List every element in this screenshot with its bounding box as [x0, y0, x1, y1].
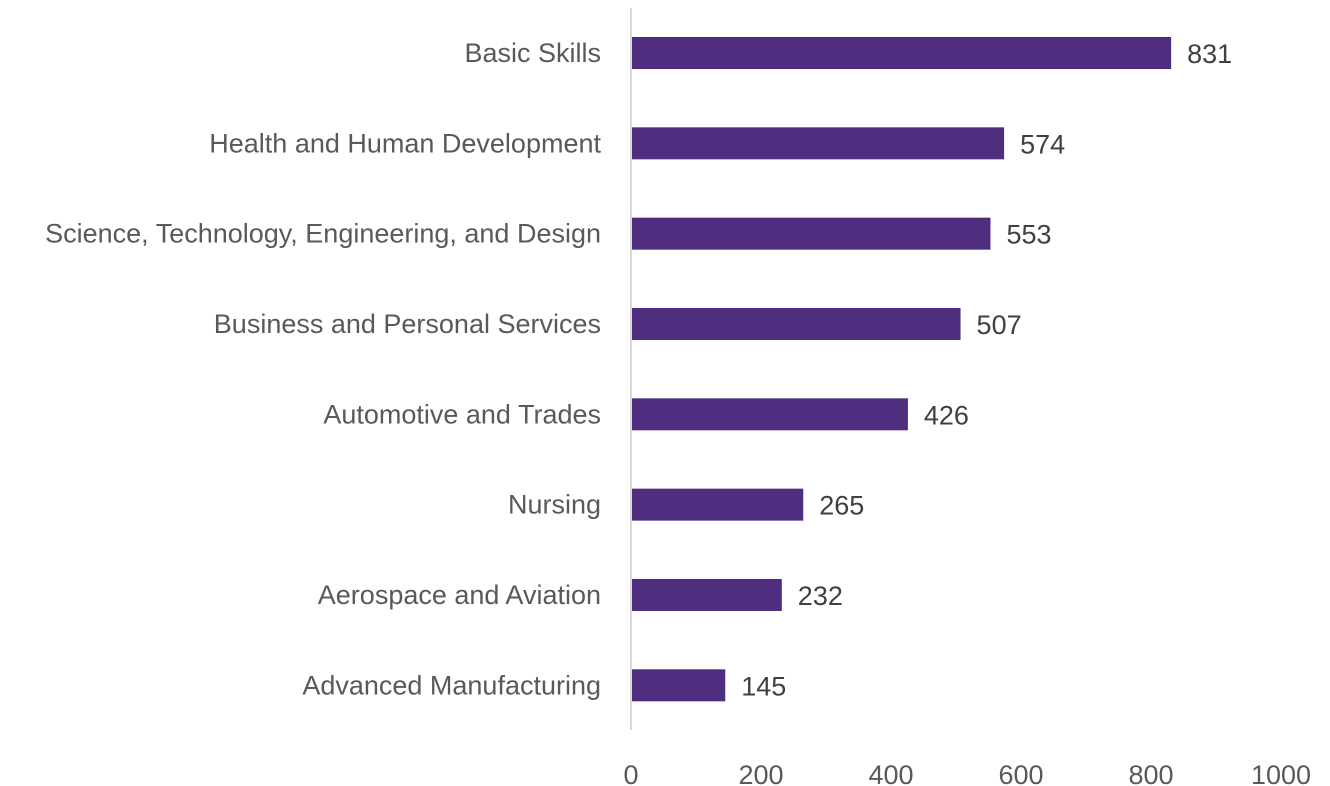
- x-axis-tick-labels: 0 200 400 600 800 1000: [623, 760, 1311, 786]
- data-label: 426: [924, 400, 969, 430]
- category-label: Nursing: [508, 490, 601, 520]
- category-label: Advanced Manufacturing: [302, 670, 601, 700]
- bar-health-and-human-development: [632, 127, 1005, 160]
- bars-group: [632, 37, 1172, 702]
- bar-advanced-manufacturing: [632, 669, 726, 702]
- x-tick-label: 0: [623, 760, 638, 786]
- bar-aerospace-and-aviation: [632, 578, 782, 611]
- data-label: 507: [977, 310, 1022, 340]
- data-label: 265: [819, 491, 864, 521]
- x-tick-label: 200: [738, 760, 783, 786]
- category-label: Business and Personal Services: [214, 309, 601, 339]
- x-tick-label: 1000: [1251, 760, 1311, 786]
- bar-automotive-and-trades: [632, 398, 908, 431]
- x-tick-label: 600: [998, 760, 1043, 786]
- category-label: Automotive and Trades: [323, 399, 601, 429]
- data-label: 831: [1187, 39, 1232, 69]
- data-label: 574: [1020, 129, 1065, 159]
- x-tick-label: 400: [868, 760, 913, 786]
- bar-business-and-personal-services: [632, 307, 961, 340]
- category-label: Basic Skills: [464, 38, 601, 68]
- category-label: Aerospace and Aviation: [318, 580, 601, 610]
- bar-basic-skills: [632, 37, 1172, 69]
- data-label: 145: [741, 671, 786, 701]
- data-label: 553: [1006, 220, 1051, 250]
- bar-nursing: [632, 488, 804, 521]
- bar-science-technology-engineering-and-design: [632, 217, 991, 250]
- value-labels-group: 831 574 553 507 426 265 232 145: [741, 39, 1232, 701]
- x-tick-label: 800: [1128, 760, 1173, 786]
- category-label: Science, Technology, Engineering, and De…: [45, 219, 601, 249]
- category-label: Health and Human Development: [209, 128, 601, 158]
- data-label: 232: [798, 581, 843, 611]
- category-labels-group: Basic Skills Health and Human Development…: [45, 38, 601, 700]
